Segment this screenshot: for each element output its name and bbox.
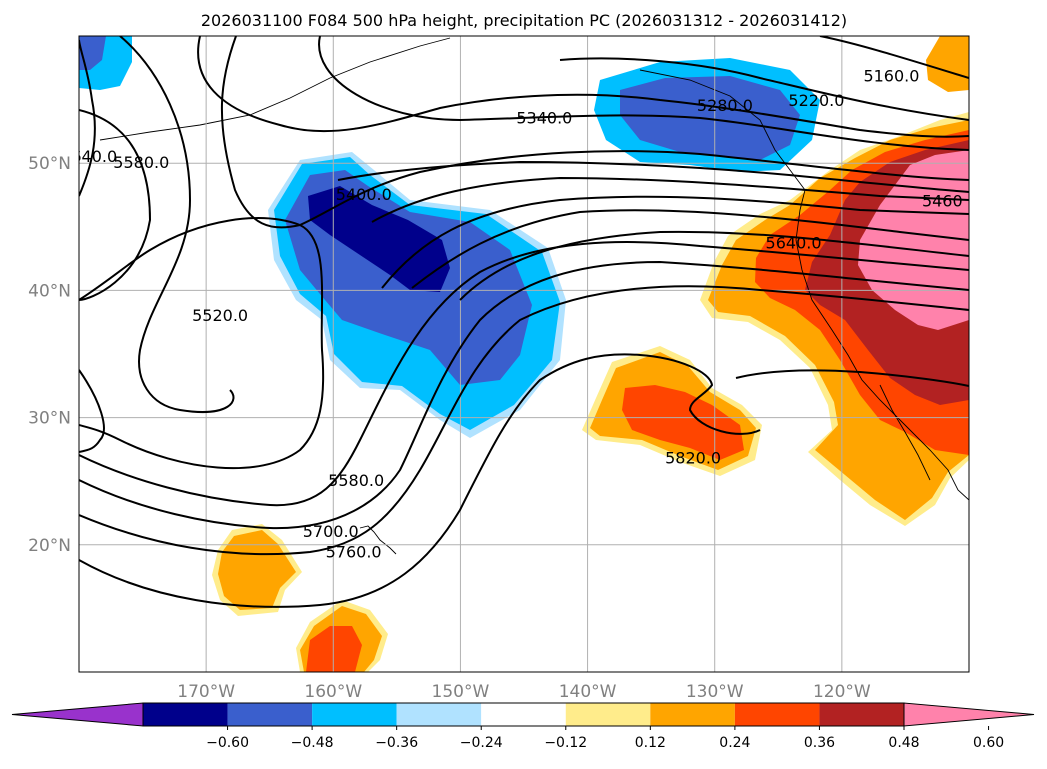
colorbar-tick-label: 0.24 [719, 735, 750, 751]
colorbar: −0.60 −0.48 −0.36 −0.24 −0.12 0.12 0.24 0.36 0.4… [11, 702, 1035, 751]
latitude-tick-labels: 20°N 30°N 40°N 50°N [28, 154, 71, 556]
map-frame [78, 35, 970, 673]
contour-5820b [735, 369, 969, 387]
gridlines [79, 36, 969, 672]
colorbar-swatch [312, 703, 397, 726]
contour-label: 5580.0 [328, 471, 384, 490]
height-contours [79, 36, 969, 608]
precip-region-topleft-core [79, 36, 106, 70]
contour-label: 5280.0 [697, 96, 753, 115]
lon-tick-label: 160°W [304, 682, 362, 702]
contour-5760b [79, 285, 969, 556]
precip-region-hawaii-orange [218, 530, 296, 610]
contour-5760 [79, 260, 969, 530]
lat-tick-label: 50°N [28, 154, 71, 174]
lon-tick-label: 140°W [559, 682, 617, 702]
coastline-hawaii [359, 525, 397, 555]
colorbar-tick-label: 0.60 [973, 735, 1004, 751]
contour-label: 5160.0 [863, 67, 919, 86]
coastline-alaska-islands [99, 37, 451, 141]
contour-5700 [79, 241, 969, 507]
lon-tick-label: 170°W [177, 682, 235, 702]
colorbar-tick-label: −0.36 [375, 735, 418, 751]
contour-5640b [79, 217, 325, 470]
precip-region-westcoast-pink [858, 150, 969, 330]
colorbar-extend-min [11, 702, 144, 727]
lat-tick-label: 30°N [28, 409, 71, 429]
precip-shading [79, 36, 969, 672]
precip-region-central-navy [308, 186, 450, 292]
colorbar-swatch [565, 703, 651, 726]
colorbar-swatch [819, 703, 904, 726]
colorbar-tick-label: −0.48 [291, 735, 334, 751]
chart-title: 2026031100 F084 500 hPa height, precipit… [201, 11, 847, 30]
lon-tick-label: 150°W [432, 682, 490, 702]
contour-5580b [411, 209, 969, 289]
lon-tick-label: 120°W [813, 682, 871, 702]
colorbar-swatch [227, 703, 313, 726]
coastlines [99, 37, 969, 555]
colorbar-swatch [481, 703, 566, 726]
contour-5160 [819, 36, 969, 79]
colorbar-tick-label: −0.60 [206, 735, 249, 751]
colorbar-tick-label: 0.48 [888, 735, 919, 751]
contour-label: 5700.0 [303, 522, 359, 541]
colorbar-tick-label: 0.36 [804, 735, 835, 751]
contour-5580 [79, 109, 152, 301]
contour-5220 [559, 57, 969, 121]
contour-5520 [119, 36, 235, 413]
precip-region-subtropical-red [622, 385, 744, 460]
contour-5820 [79, 353, 761, 608]
precip-region-topright [926, 36, 969, 92]
contour-labels: 5160.0 5220.0 5280.0 5340.0 5400.0 5460 5520.0… [61, 67, 963, 562]
colorbar-tick-label: 0.12 [635, 735, 666, 751]
contour-label: 5760.0 [326, 542, 382, 561]
colorbar-frame [142, 702, 905, 727]
lon-tick-label: 130°W [686, 682, 744, 702]
contour-label: 5220.0 [788, 91, 844, 110]
colorbar-swatch [650, 703, 735, 726]
contour-5280 [197, 36, 969, 138]
map-content: 5160.0 5220.0 5280.0 5340.0 5400.0 5460 5520.0… [61, 36, 969, 672]
contour-5820c [79, 369, 105, 453]
colorbar-swatch [396, 703, 482, 726]
colorbar-tick-label: −0.12 [544, 735, 587, 751]
precip-region-south-red [306, 626, 362, 672]
contour-label: 5640.0 [766, 233, 822, 252]
contour-5400b [337, 160, 969, 193]
contour-label: 5340.0 [516, 109, 572, 128]
contour-5640c [459, 230, 969, 301]
lat-tick-label: 40°N [28, 281, 71, 301]
contour-5460 [371, 176, 969, 223]
colorbar-swatch [734, 703, 820, 726]
contour-5520b [381, 195, 969, 289]
contour-5340 [318, 36, 969, 151]
longitude-tick-labels: 170°W 160°W 150°W 140°W 130°W 120°W [177, 682, 871, 702]
colorbar-tick-label: −0.24 [460, 735, 503, 751]
contour-5400 [220, 36, 969, 229]
contour-label: 5400.0 [336, 185, 392, 204]
contour-label: 5640.0 [61, 147, 117, 166]
contour-label: 5580.0 [113, 153, 169, 172]
contour-5640 [79, 39, 96, 197]
precip-region-gulf-alaska-core [620, 76, 800, 160]
contour-label: 5460 [922, 191, 963, 210]
lat-tick-label: 20°N [28, 536, 71, 556]
colorbar-swatch [143, 703, 228, 726]
contour-label: 5820.0 [665, 448, 721, 467]
contour-label: 5520.0 [192, 306, 248, 325]
coastline-north-america [639, 69, 969, 501]
colorbar-extend-max [903, 702, 1035, 727]
coastline-baja [879, 384, 931, 481]
